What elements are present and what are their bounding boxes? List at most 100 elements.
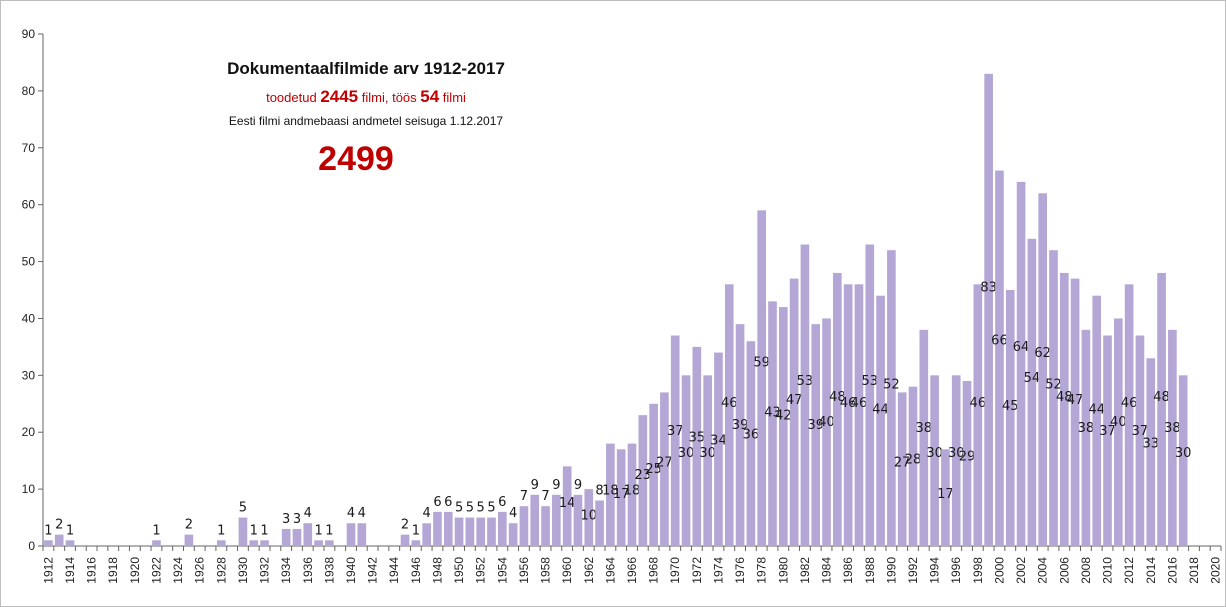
x-tick-label: 1942 bbox=[366, 557, 380, 584]
data-label: 5 bbox=[466, 501, 474, 516]
data-label: 1 bbox=[152, 523, 160, 538]
x-tick-label: 1968 bbox=[647, 557, 661, 584]
x-tick-label: 2018 bbox=[1187, 557, 1201, 584]
bar bbox=[508, 523, 518, 546]
x-tick-label: 1996 bbox=[949, 557, 963, 584]
bar bbox=[1124, 284, 1134, 546]
bar bbox=[606, 443, 615, 546]
data-label: 62 bbox=[1034, 346, 1051, 361]
bar bbox=[357, 523, 367, 546]
x-tick-label: 1932 bbox=[258, 557, 272, 584]
data-label: 46 bbox=[1121, 396, 1138, 411]
x-tick-label: 1952 bbox=[474, 557, 488, 584]
subtitle-mid2: filmi bbox=[439, 90, 466, 105]
bar bbox=[1081, 329, 1091, 546]
bar bbox=[649, 403, 658, 546]
x-tick-label: 1912 bbox=[41, 557, 55, 584]
data-label: 38 bbox=[1078, 421, 1095, 436]
bar bbox=[325, 540, 334, 546]
data-label: 1 bbox=[44, 523, 52, 538]
data-label: 59 bbox=[753, 355, 770, 370]
data-label: 25 bbox=[645, 462, 662, 477]
bar bbox=[768, 301, 777, 546]
data-label: 9 bbox=[552, 478, 560, 493]
x-tick-label: 1970 bbox=[668, 557, 682, 584]
x-tick-label: 1974 bbox=[711, 557, 725, 584]
bar bbox=[1092, 295, 1102, 546]
data-label: 2 bbox=[55, 518, 63, 533]
bar bbox=[346, 523, 356, 546]
bar bbox=[789, 278, 799, 546]
data-label: 45 bbox=[1002, 399, 1019, 414]
x-tick-label: 1978 bbox=[755, 557, 769, 584]
y-tick-label: 70 bbox=[22, 141, 36, 155]
bar bbox=[973, 284, 983, 546]
data-label: 52 bbox=[883, 377, 900, 392]
bar bbox=[541, 506, 550, 546]
data-label: 48 bbox=[829, 390, 846, 405]
data-label: 8 bbox=[595, 483, 603, 498]
x-tick-label: 1960 bbox=[560, 557, 574, 584]
bar bbox=[476, 517, 486, 546]
data-label: 14 bbox=[559, 496, 576, 511]
data-label: 46 bbox=[851, 396, 868, 411]
data-label: 52 bbox=[1045, 377, 1062, 392]
x-tick-label: 1920 bbox=[128, 557, 142, 584]
bar bbox=[670, 335, 680, 546]
bar bbox=[811, 324, 821, 546]
bar bbox=[822, 318, 831, 546]
bar bbox=[1178, 375, 1188, 546]
x-tick-label: 1956 bbox=[517, 557, 531, 584]
x-tick-label: 1926 bbox=[193, 557, 207, 584]
x-tick-label: 1954 bbox=[495, 557, 509, 584]
x-tick-label: 1940 bbox=[344, 557, 358, 584]
data-label: 37 bbox=[667, 424, 684, 439]
x-tick-label: 1990 bbox=[884, 557, 898, 584]
data-label: 39 bbox=[807, 418, 824, 433]
bar bbox=[995, 170, 1004, 547]
bar bbox=[908, 386, 918, 546]
produced-count: 2445 bbox=[320, 87, 359, 106]
bar bbox=[1059, 272, 1069, 546]
x-tick-label: 2020 bbox=[1209, 557, 1223, 584]
x-tick-label: 1966 bbox=[625, 557, 639, 584]
bar bbox=[1146, 358, 1156, 546]
x-tick-label: 2012 bbox=[1122, 557, 1136, 584]
bar bbox=[303, 523, 313, 546]
bar bbox=[584, 489, 594, 546]
data-label: 42 bbox=[775, 409, 792, 424]
x-tick-label: 1928 bbox=[214, 557, 228, 584]
data-label: 1 bbox=[217, 523, 225, 538]
x-tick-label: 1918 bbox=[106, 557, 120, 584]
data-label: 30 bbox=[699, 446, 716, 461]
data-label: 1 bbox=[250, 523, 258, 538]
data-label: 48 bbox=[1056, 390, 1073, 405]
y-tick-label: 80 bbox=[22, 84, 36, 98]
x-tick-label: 2006 bbox=[1057, 557, 1071, 584]
data-label: 6 bbox=[433, 495, 441, 510]
bar bbox=[249, 540, 259, 546]
y-tick-label: 50 bbox=[22, 255, 36, 269]
data-label: 40 bbox=[818, 415, 835, 430]
data-label: 1 bbox=[314, 523, 322, 538]
x-tick-label: 2016 bbox=[1165, 557, 1179, 584]
x-tick-label: 1992 bbox=[906, 557, 920, 584]
bar bbox=[951, 375, 961, 546]
bar bbox=[54, 534, 64, 546]
data-label: 54 bbox=[1024, 371, 1041, 386]
data-label: 27 bbox=[894, 456, 911, 471]
bar bbox=[552, 494, 561, 546]
bar bbox=[1135, 335, 1145, 546]
data-label: 33 bbox=[1142, 437, 1159, 452]
x-tick-label: 1958 bbox=[539, 557, 553, 584]
bar bbox=[595, 500, 604, 546]
x-tick-label: 1988 bbox=[863, 557, 877, 584]
x-tick-label: 1998 bbox=[971, 557, 985, 584]
x-tick-label: 1964 bbox=[603, 557, 617, 584]
bar bbox=[919, 329, 929, 546]
x-tick-label: 1986 bbox=[841, 557, 855, 584]
data-label: 10 bbox=[580, 509, 597, 524]
data-label: 7 bbox=[520, 489, 528, 504]
bar bbox=[638, 415, 648, 546]
